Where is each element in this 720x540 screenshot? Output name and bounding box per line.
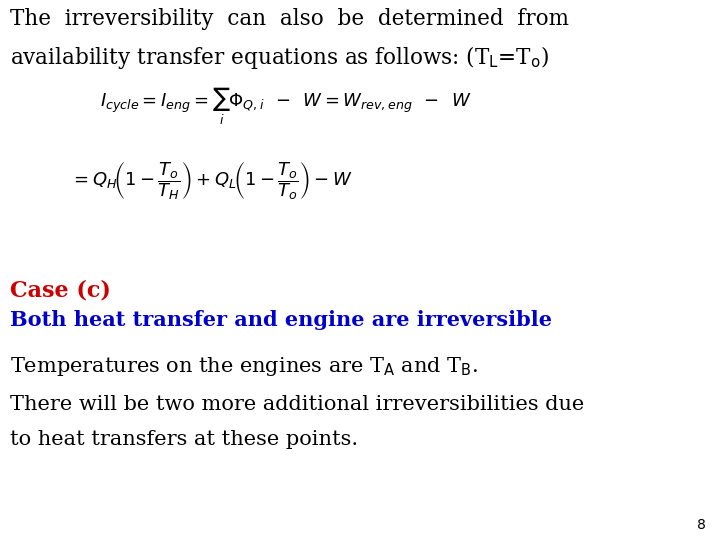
Text: There will be two more additional irreversibilities due: There will be two more additional irreve… — [10, 395, 584, 414]
Text: to heat transfers at these points.: to heat transfers at these points. — [10, 430, 358, 449]
Text: Both heat transfer and engine are irreversible: Both heat transfer and engine are irreve… — [10, 310, 552, 330]
Text: Temperatures on the engines are T$_{\rm A}$ and T$_{\rm B}$.: Temperatures on the engines are T$_{\rm … — [10, 355, 478, 378]
Text: $= Q_H\!\left(1 - \dfrac{T_o}{T_H}\right) + Q_L\!\left(1 - \dfrac{T_o}{T_o}\righ: $= Q_H\!\left(1 - \dfrac{T_o}{T_H}\right… — [70, 160, 353, 201]
Text: $I_{cycle} = I_{eng} = \sum_i \Phi_{Q,i}\ \, - \ \, W = W_{rev,eng}\ \, - \ \, W: $I_{cycle} = I_{eng} = \sum_i \Phi_{Q,i}… — [100, 86, 472, 127]
Text: Case (c): Case (c) — [10, 280, 111, 302]
Text: 8: 8 — [697, 518, 706, 532]
Text: The  irreversibility  can  also  be  determined  from: The irreversibility can also be determin… — [10, 8, 569, 30]
Text: availability transfer equations as follows: (T$_{\rm L}$=T$_{\rm o}$): availability transfer equations as follo… — [10, 44, 549, 71]
